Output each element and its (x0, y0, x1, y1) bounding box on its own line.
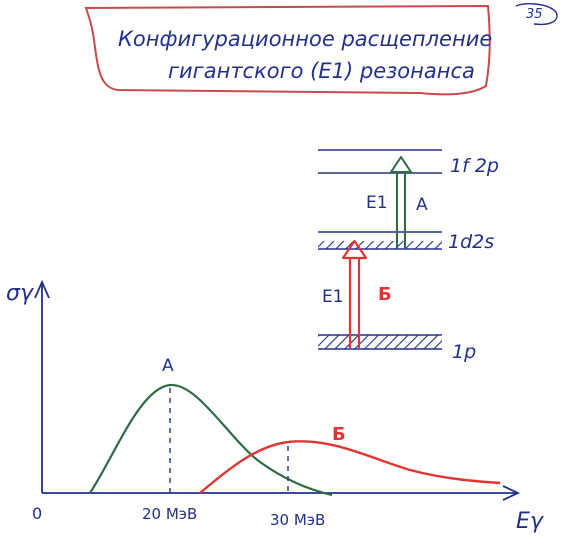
transition-a-arrow (390, 156, 412, 248)
peak-a-letter: А (162, 356, 174, 376)
level-bottom-hatch (318, 335, 442, 349)
page-number-text: 35 (526, 7, 543, 22)
transition-b-arrow (341, 239, 368, 348)
peak-a-energy-label: 20 МэВ (142, 505, 197, 523)
transition-b-letter: Б (378, 284, 392, 305)
peak-b-energy-label: 30 МэВ (270, 511, 325, 529)
title-line-1: Конфигурационное расщепление (118, 27, 492, 51)
level-top-label: 1f 2p (450, 155, 499, 177)
y-axis-label: σγ (6, 281, 34, 306)
transition-b-label: Е1 (322, 287, 344, 307)
level-middle-label: 1d2s (448, 231, 494, 253)
peak-a-curve (89, 383, 333, 497)
origin-label: 0 (32, 504, 42, 523)
title-box: Конфигурационное расщепление гигантского… (84, 4, 492, 96)
level-scheme: 1f 2p 1d2s 1p Е1 А Е1 Б (318, 149, 499, 363)
page-number: 35 (515, 3, 558, 26)
plot-axes: σγ Eγ 0 (6, 279, 544, 534)
peak-b-curve (199, 440, 501, 494)
peak-b-letter: Б (332, 424, 346, 445)
transition-a-label: Е1 (366, 193, 388, 213)
level-middle-hatch (318, 241, 442, 249)
x-axis-label: Eγ (516, 509, 544, 534)
transition-a-letter: А (416, 195, 428, 215)
level-bottom-label: 1p (452, 341, 476, 363)
title-line-2: гигантского (Е1) резонанса (168, 59, 475, 83)
